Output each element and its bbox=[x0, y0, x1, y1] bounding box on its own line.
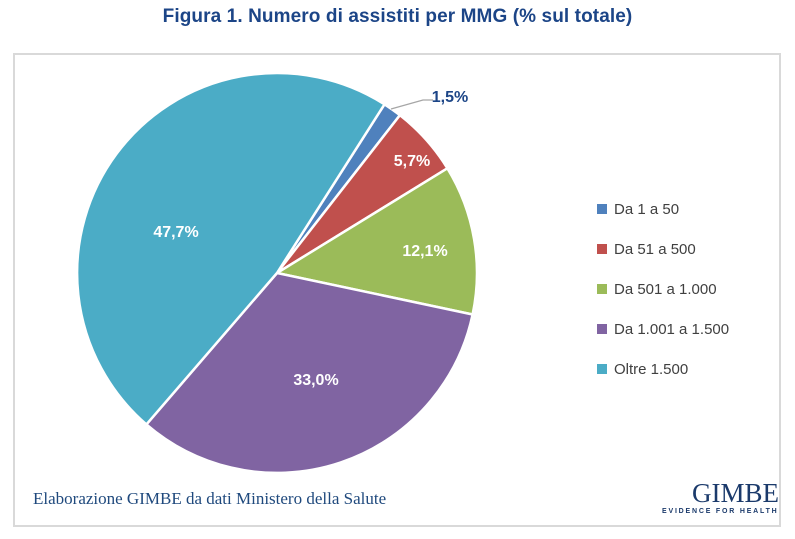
figure-title: Figura 1. Numero di assistiti per MMG (%… bbox=[162, 6, 633, 27]
legend-item-da-1-a-50: Da 1 a 50 bbox=[597, 189, 729, 229]
gimbe-logo-row: v GIMBE bbox=[662, 478, 779, 508]
legend-label: Oltre 1.500 bbox=[614, 360, 689, 378]
legend-label: Da 501 a 1.000 bbox=[614, 280, 717, 298]
label-leader-line bbox=[390, 99, 433, 110]
legend-swatch-da-51-a-500 bbox=[597, 244, 607, 254]
slice-label-oltre-1500: 47,7% bbox=[153, 224, 199, 241]
pie-slice-3 bbox=[145, 271, 474, 475]
legend: Da 1 a 50 Da 51 a 500 Da 501 a 1.000 Da … bbox=[597, 189, 729, 389]
legend-label: Da 1.001 a 1.500 bbox=[614, 320, 730, 338]
legend-item-da-1001-a-1500: Da 1.001 a 1.500 bbox=[597, 309, 729, 349]
gimbe-logo-tagline: EVIDENCE FOR HEALTH bbox=[662, 508, 779, 515]
slice-label-da-1001-a-1500: 33,0% bbox=[293, 372, 339, 389]
gimbe-logo: v GIMBE EVIDENCE FOR HEALTH bbox=[662, 480, 779, 515]
source-note: Elaborazione GIMBE da dati Ministero del… bbox=[33, 489, 387, 508]
legend-swatch-oltre-1500 bbox=[597, 364, 607, 374]
slice-label-da-1-a-50: 1,5% bbox=[431, 89, 469, 106]
check-icon: v bbox=[669, 479, 675, 490]
pie-slice-2 bbox=[275, 167, 479, 316]
pie-slice-4 bbox=[75, 71, 386, 426]
gimbe-logo-grid-icon: v bbox=[662, 480, 688, 506]
legend-swatch-da-1001-a-1500 bbox=[597, 324, 607, 334]
gimbe-logo-text: GIMBE bbox=[692, 478, 779, 508]
legend-label: Da 51 a 500 bbox=[614, 240, 696, 258]
legend-label: Da 1 a 50 bbox=[614, 200, 680, 218]
legend-swatch-da-501-a-1000 bbox=[597, 284, 607, 294]
legend-swatch-da-1-a-50 bbox=[597, 204, 607, 214]
legend-item-oltre-1500: Oltre 1.500 bbox=[597, 349, 729, 389]
legend-item-da-501-a-1000: Da 501 a 1.000 bbox=[597, 269, 729, 309]
slice-label-da-51-a-500: 5,7% bbox=[393, 153, 431, 170]
legend-item-da-51-a-500: Da 51 a 500 bbox=[597, 229, 729, 269]
slice-label-da-501-a-1000: 12,1% bbox=[402, 243, 448, 260]
